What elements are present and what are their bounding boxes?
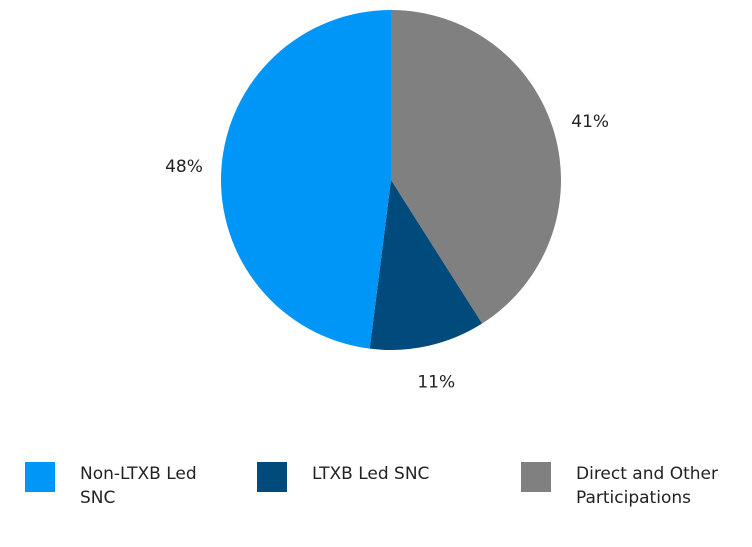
legend-item: Non-LTXB Led SNC [25, 462, 200, 510]
legend-swatch [521, 462, 551, 492]
legend-item: Direct and Other Participations [521, 462, 752, 510]
pie-slice [221, 10, 391, 349]
legend-label: Non-LTXB Led SNC [80, 464, 197, 508]
legend-label: Direct and Other Participations [576, 464, 718, 508]
slice-label: 48% [165, 157, 203, 177]
legend-swatch [257, 462, 287, 492]
slice-label: 41% [571, 112, 609, 132]
legend-label: LTXB Led SNC [312, 464, 430, 484]
legend-swatch [25, 462, 55, 492]
pie-slice [369, 180, 483, 350]
slice-label: 11% [417, 372, 455, 392]
legend-item: LTXB Led SNC [257, 462, 492, 492]
pie-slice [391, 10, 562, 324]
pie-area: 41% 11% 48% [165, 10, 609, 392]
